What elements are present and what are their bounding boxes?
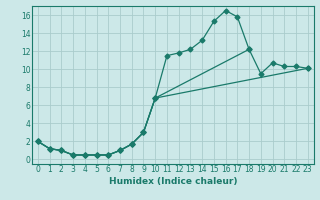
X-axis label: Humidex (Indice chaleur): Humidex (Indice chaleur) — [108, 177, 237, 186]
